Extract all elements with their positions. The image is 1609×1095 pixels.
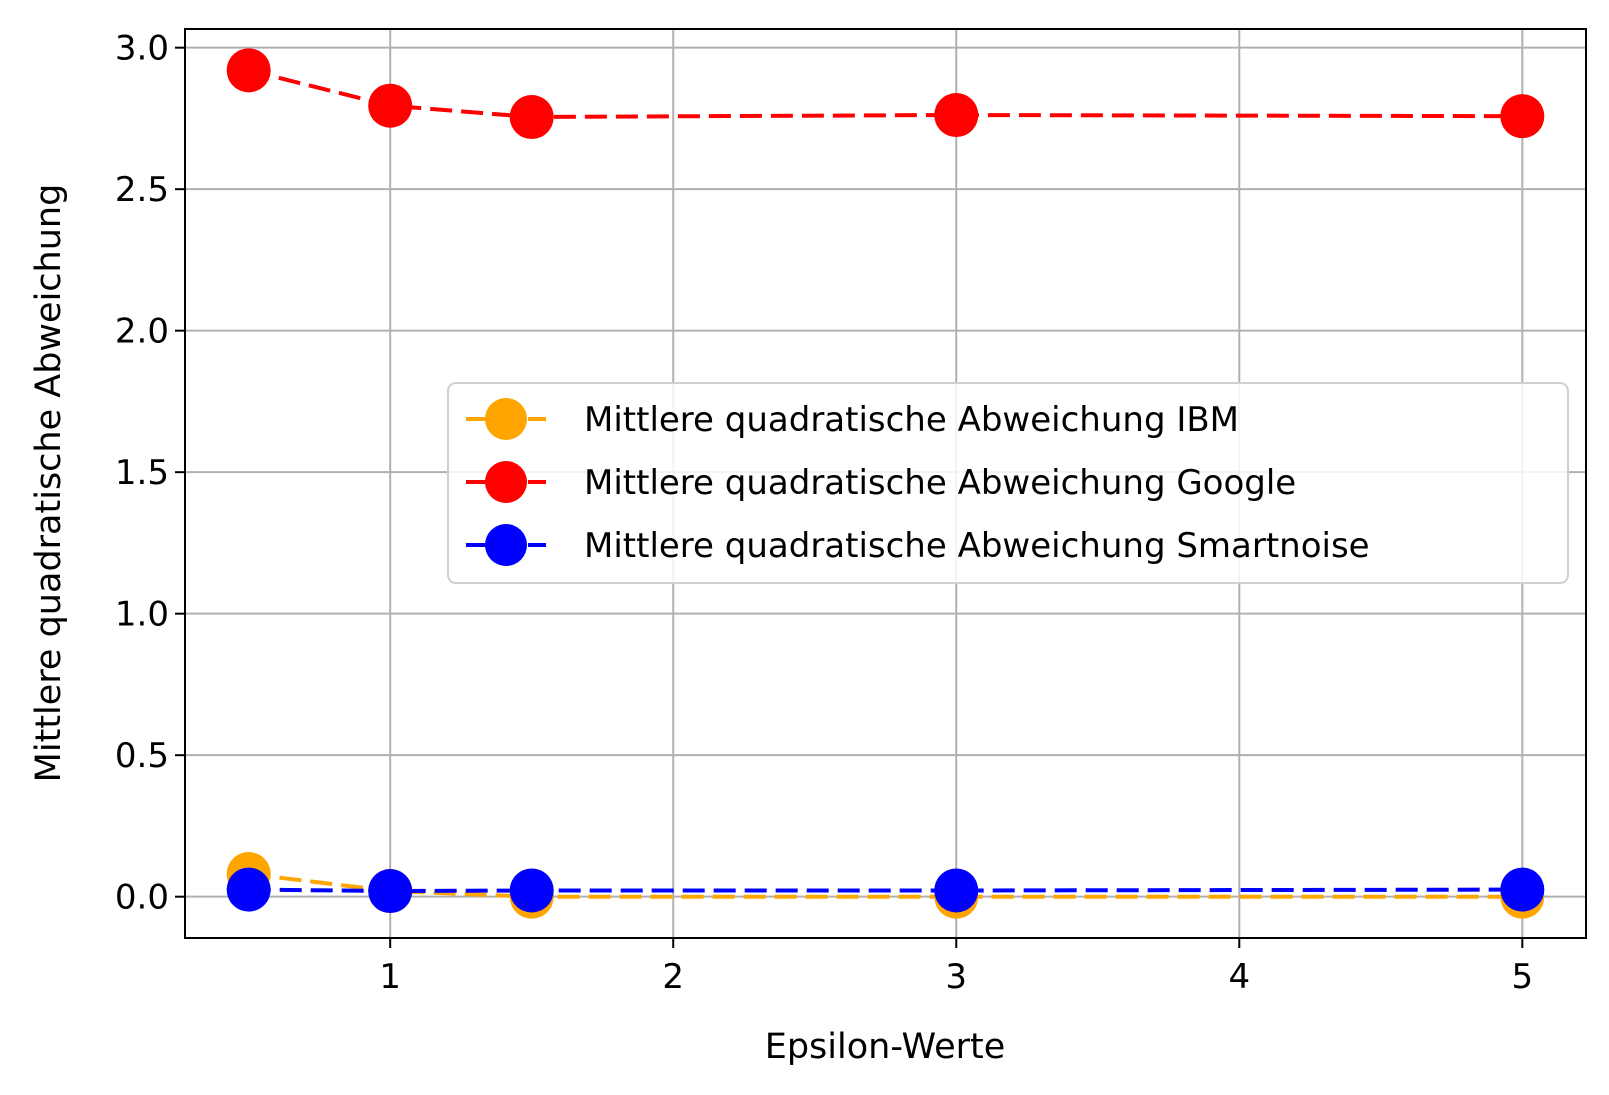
y-tick-label: 3.0 xyxy=(115,29,169,69)
x-tick-label: 5 xyxy=(1511,957,1533,997)
axis-ticks: 1 2 3 4 5 0.0 0.5 1.0 1.5 2.0 2.5 3.0 xyxy=(115,29,1533,997)
data-point xyxy=(368,869,413,914)
legend-marker xyxy=(485,461,527,503)
legend-label: Mittlere quadratische Abweichung IBM xyxy=(584,400,1239,440)
data-point xyxy=(934,868,979,913)
y-tick-label: 0.0 xyxy=(115,878,169,918)
x-tick-label: 3 xyxy=(945,957,967,997)
y-tick-label: 2.5 xyxy=(115,170,169,210)
data-point xyxy=(1500,867,1545,912)
y-tick-label: 2.0 xyxy=(115,312,169,352)
legend-marker xyxy=(485,524,527,566)
legend: Mittlere quadratische Abweichung IBM Mitt… xyxy=(447,382,1569,584)
x-tick-label: 2 xyxy=(662,957,684,997)
series-layer xyxy=(226,48,1545,919)
data-point xyxy=(226,867,271,912)
legend-marker xyxy=(485,398,527,440)
data-point xyxy=(368,83,413,128)
x-tick-label: 4 xyxy=(1228,957,1250,997)
legend-label: Mittlere quadratische Abweichung Google xyxy=(584,463,1296,503)
plot-frame xyxy=(184,28,1587,939)
data-point xyxy=(934,93,979,138)
x-tick-label: 1 xyxy=(379,957,401,997)
data-point xyxy=(509,95,554,140)
grid xyxy=(185,29,1586,938)
y-tick-label: 0.5 xyxy=(115,736,169,776)
data-point xyxy=(226,48,271,93)
data-point xyxy=(509,868,554,913)
x-axis-label: Epsilon-Werte xyxy=(765,1027,1006,1067)
legend-box xyxy=(447,382,1569,584)
y-axis-label: Mittlere quadratische Abweichung xyxy=(29,184,69,783)
y-tick-label: 1.0 xyxy=(115,595,169,635)
legend-label: Mittlere quadratische Abweichung Smartno… xyxy=(584,526,1370,566)
y-tick-label: 1.5 xyxy=(115,453,169,493)
data-point xyxy=(1500,94,1545,139)
